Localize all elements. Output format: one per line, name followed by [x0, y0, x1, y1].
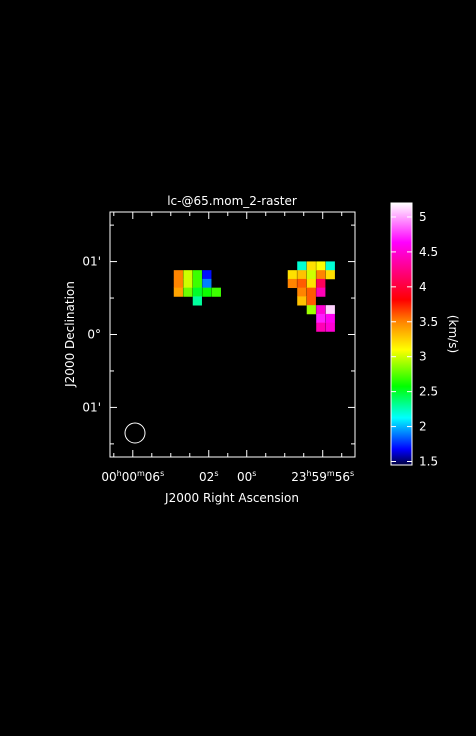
- y-tick-label: 01': [82, 255, 101, 269]
- x-tick-label: 00h​00m​06s​: [101, 469, 164, 484]
- data-pixel: [297, 270, 307, 280]
- data-pixel: [183, 270, 193, 280]
- data-pixel: [192, 278, 202, 289]
- data-pixel: [316, 305, 326, 315]
- colorbar-tick-label: 2: [419, 420, 427, 434]
- beam-ellipse: [124, 422, 146, 444]
- x-tick-labels: 00h​00m​06s​ 02s​ 00s​ 23h​59m​56s​: [101, 469, 354, 484]
- colorbar-tick-label: 3.5: [419, 315, 438, 329]
- data-pixel: [306, 287, 316, 297]
- x-axis-label: J2000 Right Ascension: [164, 491, 299, 505]
- colorbar-tick-label: 1.5: [419, 455, 438, 469]
- data-pixel: [316, 270, 326, 280]
- data-pixel: [316, 287, 326, 297]
- colorbar-frame: [390, 202, 413, 466]
- data-pixel: [316, 278, 326, 289]
- x-tick-label: 02s​: [199, 469, 218, 484]
- x-tick-label: 00s​: [237, 469, 256, 484]
- data-pixel: [297, 296, 307, 306]
- data-pixel: [287, 278, 297, 289]
- data-pixel: [306, 261, 316, 271]
- data-pixel: [192, 296, 202, 306]
- data-pixel: [325, 305, 335, 315]
- data-pixel: [316, 261, 326, 271]
- data-pixel: [297, 287, 307, 297]
- data-pixel: [306, 305, 316, 315]
- axis-ticks: [110, 212, 355, 457]
- data-pixel: [316, 322, 326, 332]
- data-pixel: [297, 261, 307, 271]
- data-pixel: [306, 278, 316, 289]
- plot-frame: [109, 211, 356, 458]
- data-pixel: [306, 296, 316, 306]
- data-pixel: [325, 322, 335, 332]
- colorbar-tick-label: 4: [419, 280, 427, 294]
- colorbar-gradient: [391, 203, 412, 465]
- colorbar-tick-label: 4.5: [419, 245, 438, 259]
- pixel-layer: [173, 261, 335, 332]
- colorbar-tick-label: 5: [419, 210, 427, 224]
- data-pixel: [173, 278, 183, 289]
- data-pixel: [202, 287, 212, 297]
- y-tick-label: 01': [82, 400, 101, 414]
- data-pixel: [202, 270, 212, 280]
- data-pixel: [325, 313, 335, 324]
- data-pixel: [173, 287, 183, 297]
- data-pixel: [202, 278, 212, 289]
- x-tick-label: 23h​59m​56s​: [291, 469, 354, 484]
- data-pixel: [183, 287, 193, 297]
- y-axis-label: J2000 Declination: [63, 281, 77, 388]
- data-pixel: [173, 270, 183, 280]
- data-pixel: [211, 287, 221, 297]
- data-pixel: [183, 278, 193, 289]
- data-pixel: [297, 278, 307, 289]
- y-tick-label: 0°: [87, 328, 101, 342]
- data-pixel: [325, 270, 335, 280]
- data-pixel: [325, 261, 335, 271]
- colorbar-tick-label: 2.5: [419, 385, 438, 399]
- data-pixel: [306, 270, 316, 280]
- data-pixel: [192, 270, 202, 280]
- colorbar: 1.5 2 2.5 3 3.5 4 4.5 5: [390, 202, 438, 469]
- data-pixel: [192, 287, 202, 297]
- colorbar-label: (km/s): [446, 315, 460, 353]
- colorbar-tick-label: 3: [419, 350, 427, 364]
- data-pixel: [316, 313, 326, 324]
- data-pixel: [287, 270, 297, 280]
- y-tick-labels: 01' 0° 01': [82, 255, 101, 415]
- chart-title: lc-@65.mom_2-raster: [167, 194, 297, 208]
